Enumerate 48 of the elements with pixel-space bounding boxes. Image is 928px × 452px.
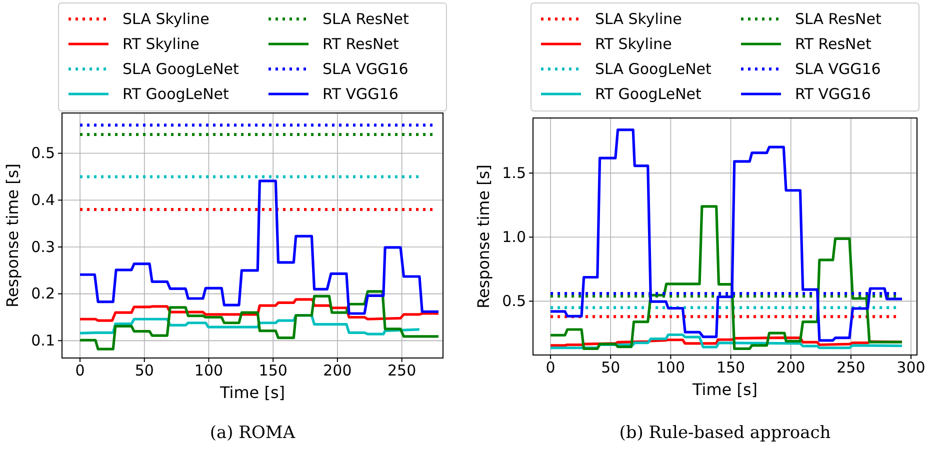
legend-label: RT VGG16 <box>322 85 398 103</box>
legend-label: SLA ResNet <box>322 10 409 28</box>
y-axis-title: Response time [s] <box>3 164 22 308</box>
x-tick-label: 200 <box>323 362 352 380</box>
x-tick-label: 250 <box>836 358 866 377</box>
legend-label: SLA ResNet <box>795 10 882 28</box>
y-tick-label: 1.5 <box>502 164 526 182</box>
text: (a) ROMA <box>210 423 296 443</box>
y-tick-label: 0.4 <box>31 190 55 209</box>
line-series <box>549 128 904 342</box>
line-series <box>78 298 440 322</box>
legend-label: SLA Skyline <box>595 10 682 28</box>
legend-label: RT ResNet <box>322 35 400 53</box>
x-tick-label: 200 <box>776 358 806 377</box>
legend-label: SLA VGG16 <box>322 60 408 78</box>
x-tick-label: 100 <box>194 362 224 380</box>
legend-label: SLA VGG16 <box>795 60 881 78</box>
y-tick-label: 0.5 <box>31 144 55 162</box>
legend-label: RT VGG16 <box>795 85 871 103</box>
x-tick-label: 250 <box>387 362 416 380</box>
x-tick-label: 300 <box>896 358 926 377</box>
x-tick-label: 50 <box>134 362 154 380</box>
line-series <box>78 180 440 315</box>
x-tick-label: 100 <box>656 358 686 377</box>
legend-label: SLA GoogLeNet <box>122 60 240 78</box>
legend-label: RT GoogLeNet <box>595 85 702 103</box>
line-series <box>549 205 904 350</box>
x-tick-label: 0 <box>75 362 85 380</box>
x-tick-label: 150 <box>716 358 746 377</box>
x-tick-label: 0 <box>546 358 556 377</box>
y-tick-label: 0.3 <box>31 238 55 256</box>
line-series <box>78 290 440 350</box>
legend-label: RT Skyline <box>122 35 200 53</box>
legend-label: RT GoogLeNet <box>122 85 230 103</box>
y-tick-label: 0.2 <box>31 284 55 303</box>
text: (b) Rule-based approach <box>619 423 831 443</box>
x-tick-label: 150 <box>258 362 288 380</box>
x-axis-title: Time [s] <box>218 383 286 402</box>
y-tick-label: 1.0 <box>502 228 526 246</box>
legend-label: SLA GoogLeNet <box>595 60 712 78</box>
y-axis-title: Response time [s] <box>474 164 493 308</box>
legend-label: RT ResNet <box>795 35 872 53</box>
legend-label: RT Skyline <box>595 35 672 53</box>
y-tick-label: 0.5 <box>502 292 526 310</box>
legend-label: SLA Skyline <box>122 10 210 28</box>
y-tick-label: 0.1 <box>31 331 55 350</box>
x-axis-title: Time [s] <box>691 380 758 399</box>
x-tick-label: 50 <box>601 358 620 377</box>
